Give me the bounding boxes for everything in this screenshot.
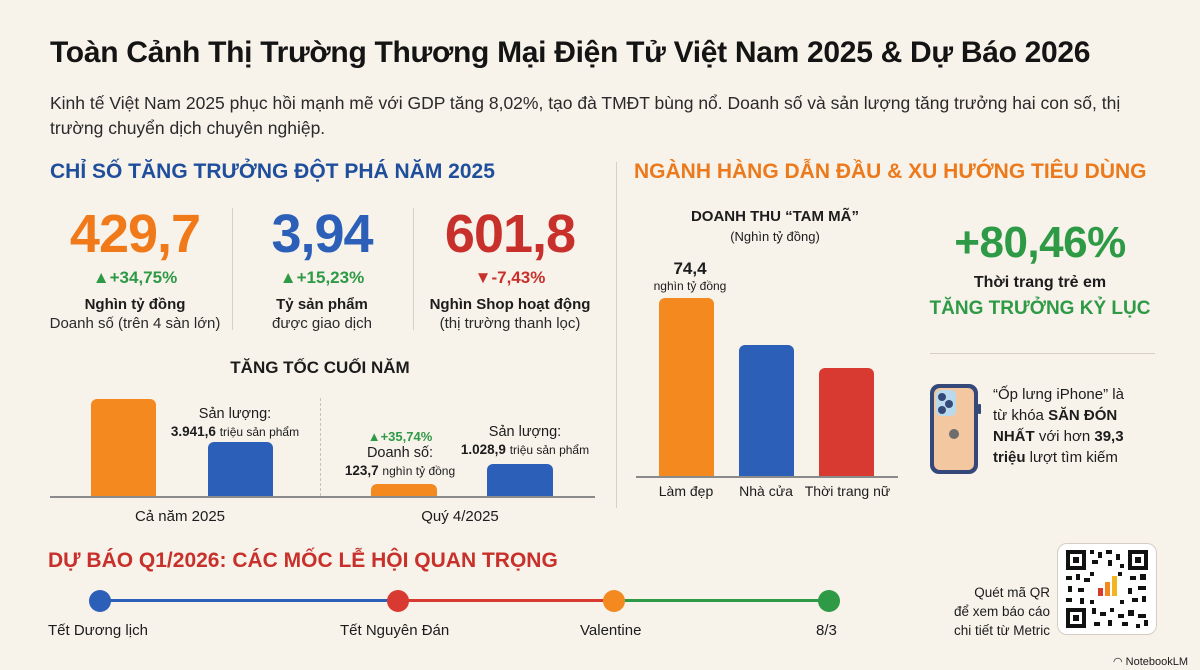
kpi-products: 3,94 ▲+15,23% Tỷ sản phẩm được giao dịch [232, 206, 412, 332]
bar-thoi-trang-nu [819, 368, 874, 476]
milestone-label: Valentine [580, 622, 642, 639]
qr-caption: Quét mã QR để xem báo cáo chi tiết từ Me… [940, 583, 1050, 640]
category-label: Nhà cửa [739, 483, 793, 499]
label-text: Doanh số: [366, 445, 434, 461]
notebooklm-icon: ◠ [1113, 656, 1123, 668]
unit-text: triệu sản phẩm [219, 425, 300, 439]
kpi-unit: Nghìn Shop hoạt động [429, 296, 591, 313]
bar-fullyear-revenue [91, 399, 156, 496]
q4-volume-label: Sản lượng: 1.028,9 triệu sản phẩm [455, 424, 595, 459]
q4-revenue-label: ▲+35,74% Doanh số: 123,7 nghìn tỷ đồng [335, 428, 465, 480]
delta-text: ▲+35,74% [367, 429, 433, 444]
keyword-line: từ khóa [993, 407, 1049, 424]
chart-title: DOANH THU “TAM MÃ” [690, 208, 860, 225]
milestone-label: Tết Nguyên Đán [340, 622, 450, 639]
milestone-label: 8/3 [816, 622, 837, 639]
unit-text: triệu sản phẩm [509, 443, 590, 457]
unit-text: nghìn tỷ đồng [653, 279, 727, 293]
kpi-delta: ▲+15,23% [279, 268, 365, 287]
acceleration-heading: TĂNG TỐC CUỐI NĂM [230, 358, 410, 377]
divider [930, 353, 1155, 354]
keyword-line: với hơn [1034, 428, 1095, 445]
highlight-category: Thời trang trẻ em [973, 274, 1107, 291]
milestone-dot [818, 590, 840, 612]
keyword-line: lượt tìm kiếm [1025, 449, 1118, 466]
milestone-dot [387, 590, 409, 612]
kpi-unit: Nghìn tỷ đồng [84, 296, 186, 313]
bar-nha-cua [739, 345, 794, 476]
kpi-delta: ▲+34,75% [92, 268, 178, 287]
qr-code[interactable] [1057, 543, 1157, 635]
group-divider [320, 398, 321, 496]
top-value-label: 74,4 nghìn tỷ đồng [640, 259, 740, 293]
keyword-bold: 39,3 [1094, 428, 1124, 445]
value-text: 74,4 [673, 259, 707, 278]
brand-text: NotebookLM [1125, 656, 1189, 668]
keyword-bold: triệu [993, 449, 1026, 466]
category-label: Cả năm 2025 [134, 508, 226, 525]
bar-q4-revenue [371, 484, 437, 496]
categories-heading: NGÀNH HÀNG DẪN ĐẦU & XU HƯỚNG TIÊU DÙNG [634, 160, 1147, 183]
milestone-dot [89, 590, 111, 612]
keyword-line: “Ốp lưng iPhone” là [993, 386, 1124, 403]
highlight-percent: +80,46% [954, 218, 1126, 267]
fullyear-volume-label: Sản lượng: 3.941,6 triệu sản phẩm [160, 406, 310, 441]
kpi-value: 601,8 [444, 204, 576, 264]
tam-ma-title: DOANH THU “TAM MÃ” (Nghìn tỷ đồng) [640, 208, 910, 244]
value-text: 123,7 [344, 463, 379, 478]
section-divider [616, 162, 617, 508]
timeline-segment [110, 599, 398, 602]
timeline-segment [614, 599, 829, 602]
forecast-heading: DỰ BÁO Q1/2026: CÁC MỐC LỄ HỘI QUAN TRỌN… [48, 549, 558, 572]
bar-lam-dep [659, 298, 714, 476]
x-axis [50, 496, 595, 498]
divider [413, 208, 414, 330]
timeline-segment [398, 599, 614, 602]
kpi-value: 429,7 [69, 204, 201, 264]
phone-case-icon [928, 382, 982, 476]
chart-unit: (Nghìn tỷ đồng) [730, 229, 820, 244]
kpi-desc: được giao dịch [272, 315, 372, 332]
bar-q4-volume [487, 464, 553, 496]
category-label: Quý 4/2025 [421, 508, 499, 525]
qr-caption-line: chi tiết từ Metric [953, 623, 1050, 638]
kpi-revenue: 429,7 ▲+34,75% Nghìn tỷ đồng Doanh số (t… [40, 206, 230, 332]
milestone-label: Tết Dương lịch [48, 622, 148, 639]
divider [232, 208, 233, 330]
kpi-desc: (thị trường thanh lọc) [439, 315, 581, 332]
keyword-text: “Ốp lưng iPhone” là từ khóa SĂN ĐÓN NHẤT… [993, 384, 1163, 468]
label-text: Sản lượng: [198, 406, 272, 422]
unit-text: nghìn tỷ đồng [382, 464, 456, 478]
kpi-delta: ▼-7,43% [474, 268, 546, 287]
kpi-unit: Tỷ sản phẩm [276, 296, 368, 313]
keyword-bold: SĂN ĐÓN [1048, 407, 1118, 424]
bar-fullyear-volume [208, 442, 273, 496]
footer-brand: ◠ NotebookLM [1113, 655, 1188, 668]
category-label: Thời trang nữ [804, 483, 891, 499]
growth-heading: CHỈ SỐ TĂNG TRƯỞNG ĐỘT PHÁ NĂM 2025 [50, 160, 495, 183]
page-subtitle: Kinh tế Việt Nam 2025 phục hồi mạnh mẽ v… [50, 93, 1121, 138]
milestone-dot [603, 590, 625, 612]
highlight-block: +80,46% Thời trang trẻ em TĂNG TRƯỞNG KỶ… [920, 218, 1160, 320]
highlight-tagline: TĂNG TRƯỞNG KỶ LỤC [929, 298, 1151, 319]
category-label: Làm đẹp [658, 483, 714, 499]
qr-caption-line: để xem báo cáo [953, 604, 1050, 619]
keyword-bold: NHẤT [993, 428, 1035, 445]
chart-logo-icon [1098, 576, 1117, 596]
value-text: 3.941,6 [170, 424, 216, 439]
qr-caption-line: Quét mã QR [974, 585, 1050, 600]
kpi-desc: Doanh số (trên 4 sàn lớn) [49, 315, 221, 332]
x-axis [636, 476, 898, 478]
value-text: 1.028,9 [460, 442, 506, 457]
page-title: Toàn Cảnh Thị Trường Thương Mại Điện Tử … [50, 36, 1091, 69]
kpi-shops: 601,8 ▼-7,43% Nghìn Shop hoạt động (thị … [415, 206, 605, 332]
kpi-value: 3,94 [271, 204, 373, 264]
label-text: Sản lượng: [488, 424, 562, 440]
